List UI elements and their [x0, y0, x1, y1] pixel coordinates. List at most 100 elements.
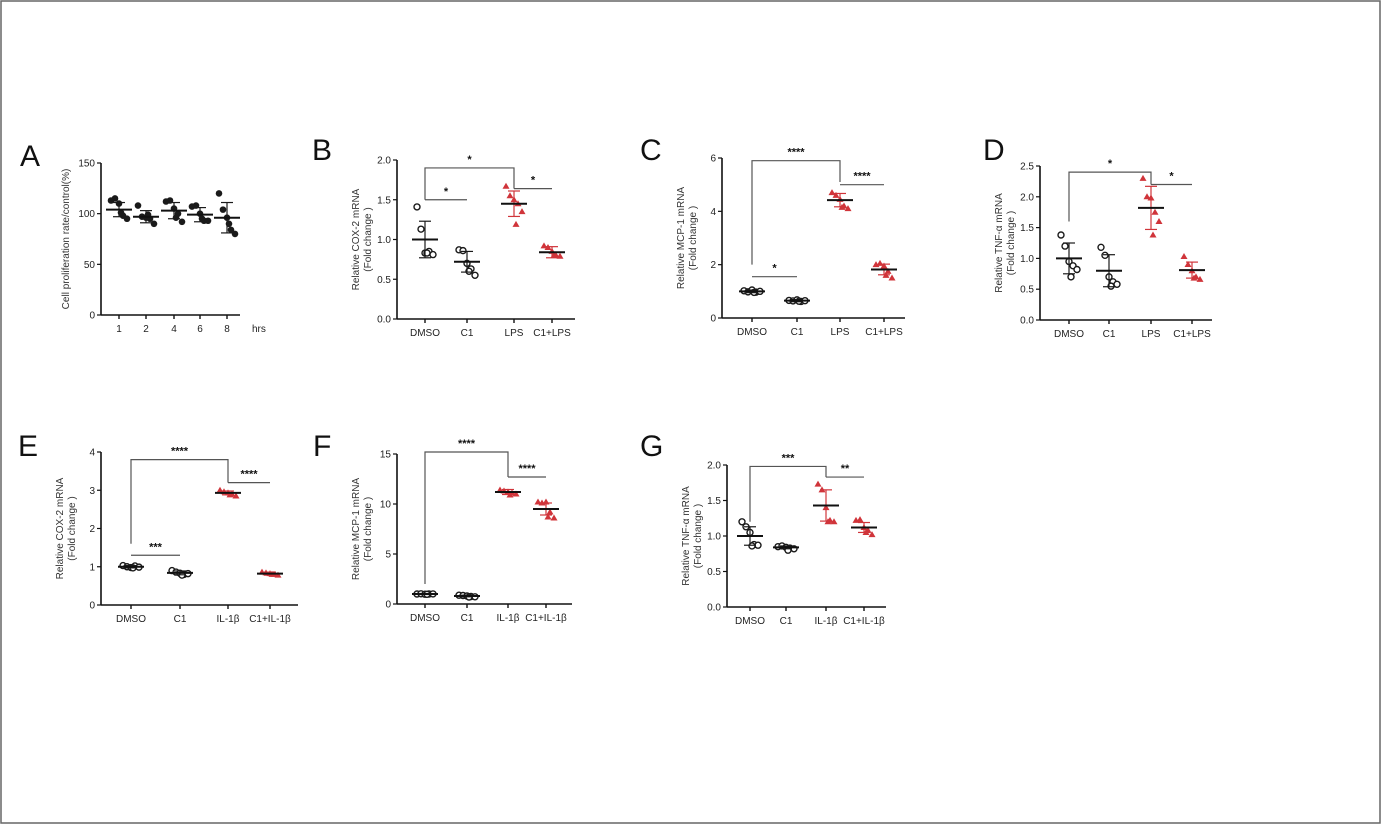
x-tick-label: 2 [143, 324, 149, 335]
significance-label: **** [787, 147, 805, 159]
y-tick-label: 4 [710, 207, 716, 218]
y-tick-label: 2 [89, 524, 95, 535]
y-axis-label: (Fold change ) [67, 496, 78, 560]
significance-label: * [1169, 170, 1174, 182]
group-C1 [773, 542, 799, 554]
y-tick-label: 0.0 [707, 603, 721, 614]
y-axis-label: Cell proliferation rate/control(%) [61, 169, 72, 310]
x-tick-label: LPS [1142, 329, 1161, 340]
x-tick-label: C1+LPS [533, 328, 571, 339]
x-unit-label: hrs [252, 324, 266, 335]
y-tick-label: 5 [385, 550, 391, 561]
panel-letter: A [20, 140, 40, 173]
data-point [550, 514, 558, 521]
group-LPS [501, 182, 527, 227]
data-point [546, 508, 554, 515]
data-point [888, 274, 896, 281]
group-C1 [454, 246, 480, 279]
data-point [471, 271, 479, 279]
x-tick-label: LPS [831, 327, 850, 338]
group-6 [187, 202, 213, 225]
x-tick-label: C1+LPS [865, 327, 903, 338]
data-point [518, 208, 526, 215]
panel-f: F 0 5 10 15 DMSO C1 IL-1β C1+IL-1β Relative MCP-1… [313, 430, 572, 624]
group-DMSO [118, 561, 144, 572]
data-point [219, 206, 227, 213]
x-tick-label: C1 [461, 328, 474, 339]
data-point [1155, 217, 1163, 224]
panel-d: D 0.0 0.5 1.0 1.5 2.0 2.5 DMSO C1 LPS C1+LPS Relati… [983, 134, 1212, 340]
panel-e: E 0 1 2 3 4 DMSO C1 IL-1β C1+IL-1β Relative COX-2 … [18, 430, 298, 625]
x-tick-label: C1+IL-1β [525, 613, 567, 624]
bracket-line [751, 160, 841, 265]
significance-bracket: * [425, 186, 467, 201]
data-point [232, 492, 240, 499]
significance-bracket: ** [826, 463, 864, 478]
x-tick-label: C1+LPS [1173, 329, 1211, 340]
group-DMSO [1056, 231, 1082, 281]
group-LPS [1138, 174, 1164, 238]
y-tick-label: 1.5 [377, 195, 391, 206]
y-tick-label: 50 [84, 260, 96, 271]
x-tick-label: 4 [171, 324, 177, 335]
bracket-line [424, 451, 509, 584]
data-point [1196, 275, 1204, 282]
y-tick-label: 1 [89, 562, 95, 573]
group-C1+IL-1β [533, 498, 559, 521]
x-tick-label: IL-1β [497, 613, 520, 624]
group-1 [106, 195, 132, 223]
significance-bracket: **** [130, 446, 229, 544]
x-tick-label: DMSO [116, 614, 146, 625]
y-tick-label: 1.0 [377, 235, 391, 246]
y-axis-label: Relative MCP-1 mRNA [351, 478, 362, 581]
y-tick-label: 0.5 [707, 567, 721, 578]
y-tick-label: 1.5 [707, 496, 721, 507]
y-tick-label: 15 [380, 450, 392, 461]
group-C1+IL-1β [257, 568, 283, 578]
y-axis-label: Relative TNF-α mRNA [681, 486, 692, 586]
data-point [856, 516, 864, 523]
x-tick-label: C1 [1103, 329, 1116, 340]
data-point [506, 192, 514, 199]
significance-label: **** [240, 469, 258, 481]
panel-g: G 0.0 0.5 1.0 1.5 2.0 DMSO C1 IL-1β C1+IL-1β Relat… [640, 430, 886, 627]
x-tick-label: IL-1β [217, 614, 240, 625]
data-point [1067, 273, 1075, 281]
significance-bracket: **** [424, 438, 509, 584]
significance-bracket: *** [131, 541, 180, 556]
y-tick-label: 4 [89, 448, 95, 459]
significance-label: * [1108, 158, 1113, 170]
group-C1+IL-1β [851, 516, 877, 538]
x-tick-label: C1+IL-1β [843, 616, 885, 627]
significance-label: **** [458, 438, 476, 450]
panel-letter: E [18, 430, 38, 463]
y-tick-label: 150 [78, 159, 95, 170]
significance-label: * [467, 154, 472, 166]
data-point [814, 480, 822, 487]
data-point [459, 246, 467, 255]
significance-bracket: * [752, 263, 797, 278]
data-point [868, 531, 876, 538]
y-tick-label: 0.0 [377, 315, 391, 326]
group-DMSO [739, 286, 765, 297]
y-tick-label: 2.0 [707, 461, 721, 472]
data-point [738, 518, 746, 526]
group-IL-1β [215, 486, 241, 499]
group-8 [214, 190, 240, 238]
significance-bracket: * [424, 154, 515, 200]
data-point [556, 252, 564, 259]
data-point [1149, 231, 1157, 238]
significance-label: *** [149, 541, 163, 553]
y-axis-label: (Fold change ) [693, 504, 704, 568]
panel-letter: G [640, 430, 663, 463]
y-tick-label: 0 [89, 601, 95, 612]
data-point [429, 250, 437, 259]
data-point [227, 226, 235, 234]
group-DMSO [737, 518, 763, 550]
panel-letter: D [983, 134, 1005, 167]
group-C1+LPS [539, 242, 565, 259]
significance-bracket: **** [751, 147, 841, 265]
data-point [830, 518, 838, 525]
significance-label: * [444, 186, 449, 198]
data-point [512, 490, 520, 497]
